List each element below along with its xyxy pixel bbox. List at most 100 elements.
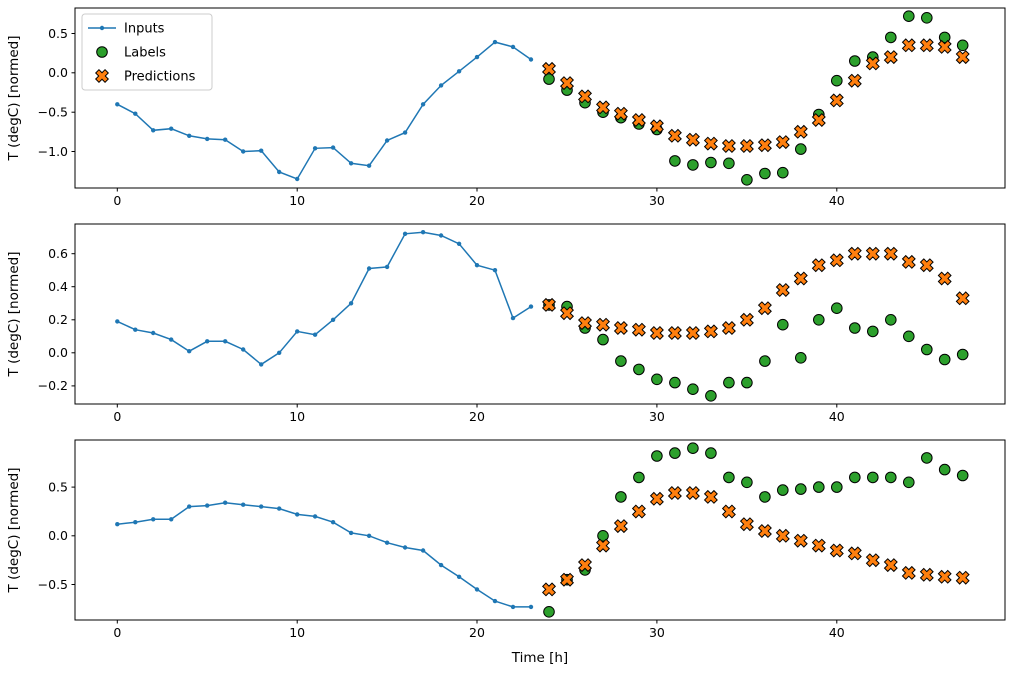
labels-point-marker — [723, 157, 735, 170]
x-tick-label: 30 — [649, 193, 665, 208]
y-axis-label: T (degC) [normed] — [6, 36, 22, 162]
labels-point-marker — [795, 143, 807, 155]
labels-point-marker — [795, 483, 807, 495]
y-tick-label: −0.2 — [38, 378, 68, 393]
x-tick-label: 40 — [829, 625, 845, 640]
inputs-point-marker — [205, 503, 210, 508]
inputs-point-marker — [510, 44, 516, 50]
labels-point-marker — [687, 159, 699, 171]
inputs-point-marker — [295, 176, 300, 182]
subplot-2: 0 10 20 30 40 0.6 0.4 0.2 0.0 −0.2 T (degC) [norme… — [6, 223, 1006, 424]
predictions-x-marker — [577, 89, 593, 104]
labels-point-marker — [813, 314, 825, 326]
labels-point-marker — [651, 373, 663, 386]
predictions-x-marker — [721, 504, 736, 519]
inputs-point-marker — [456, 241, 462, 246]
y-tick-label: −0.5 — [38, 577, 68, 592]
x-tick-label: 20 — [469, 193, 485, 208]
inputs-line — [117, 501, 531, 608]
inputs-point-marker — [312, 146, 318, 151]
predictions-x-marker — [847, 73, 862, 88]
labels-point-marker — [885, 314, 897, 326]
predictions-x-marker — [595, 100, 611, 115]
predictions-x-marker — [721, 320, 736, 336]
inputs-point-marker — [510, 604, 516, 610]
predictions-x-marker — [811, 112, 826, 128]
inputs-point-marker — [187, 133, 192, 138]
x-tick-label: 10 — [289, 625, 305, 640]
x-axis-label: Time [h] — [511, 650, 568, 666]
labels-point-marker — [669, 376, 681, 389]
predictions-x-marker — [955, 291, 970, 306]
legend-predictions-x-icon — [94, 68, 110, 84]
predictions-x-marker — [919, 567, 934, 582]
legend-label: Labels — [124, 46, 166, 61]
x-tick-label: 10 — [289, 193, 305, 208]
predictions-x-marker — [883, 50, 898, 65]
inputs-point-marker — [223, 137, 228, 142]
predictions-x-marker — [541, 297, 557, 312]
labels-point-marker — [741, 174, 753, 186]
inputs-point-marker — [151, 330, 156, 336]
axes-box — [74, 7, 1006, 189]
inputs-point-marker — [133, 520, 138, 525]
predictions-x-marker — [847, 246, 862, 261]
inputs-point-marker — [115, 319, 120, 324]
labels-point-marker — [759, 491, 771, 503]
predictions-x-marker — [955, 570, 970, 585]
predictions-x-marker — [685, 325, 700, 341]
inputs-point-marker — [384, 540, 390, 545]
predictions-x-marker — [685, 132, 700, 147]
subplot-3: 0 10 20 30 40 0.5 0.0 −0.5 T (degC) [normed] — [6, 439, 1006, 640]
predictions-x-marker — [901, 254, 916, 269]
y-tick-label: 0.5 — [48, 479, 68, 494]
labels-point-marker — [741, 376, 753, 389]
predictions-x-marker — [847, 546, 862, 561]
predictions-x-marker — [667, 325, 682, 341]
series-predictions — [541, 485, 970, 597]
x-tick-label: 10 — [289, 409, 305, 424]
predictions-x-marker — [955, 50, 970, 65]
predictions-x-marker — [721, 138, 736, 154]
labels-point-marker — [885, 31, 897, 44]
inputs-point-marker — [115, 102, 120, 107]
labels-point-marker — [759, 355, 771, 367]
inputs-point-marker — [151, 517, 156, 522]
inputs-point-marker — [528, 304, 534, 309]
inputs-point-marker — [169, 517, 174, 522]
inputs-point-marker — [205, 339, 210, 344]
predictions-x-marker — [919, 258, 934, 273]
inputs-point-marker — [223, 339, 228, 344]
inputs-point-marker — [492, 268, 498, 273]
inputs-point-marker — [295, 329, 300, 334]
inputs-point-marker — [330, 145, 336, 150]
predictions-x-marker — [559, 76, 575, 91]
labels-point-marker — [867, 471, 879, 484]
y-tick-label: 0.4 — [48, 279, 68, 294]
inputs-point-marker — [420, 230, 426, 235]
labels-point-marker — [651, 450, 663, 462]
subplot-1: 0 10 20 30 40 0.5 0.0 −0.5 −1.0 T (degC) [normed] — [6, 7, 1006, 208]
labels-point-marker — [777, 318, 789, 331]
predictions-x-marker — [613, 320, 628, 336]
predictions-x-marker — [559, 572, 575, 587]
inputs-point-marker — [241, 149, 246, 154]
y-tick-label: 0.0 — [48, 345, 68, 360]
predictions-x-marker — [649, 491, 664, 506]
labels-point-marker — [849, 471, 861, 484]
plot-area — [75, 8, 1005, 188]
predictions-x-marker — [937, 271, 952, 286]
predictions-x-marker — [793, 533, 808, 548]
plot-area — [75, 224, 1005, 404]
inputs-point-marker — [492, 39, 498, 45]
inputs-point-marker — [492, 598, 498, 604]
inputs-point-marker — [474, 587, 480, 592]
inputs-point-marker — [438, 233, 444, 238]
predictions-x-marker — [631, 504, 646, 519]
inputs-point-marker — [151, 128, 156, 133]
x-tick-label: 20 — [469, 409, 485, 424]
labels-point-marker — [885, 471, 897, 484]
predictions-x-marker — [775, 135, 790, 150]
inputs-point-marker — [474, 54, 480, 60]
